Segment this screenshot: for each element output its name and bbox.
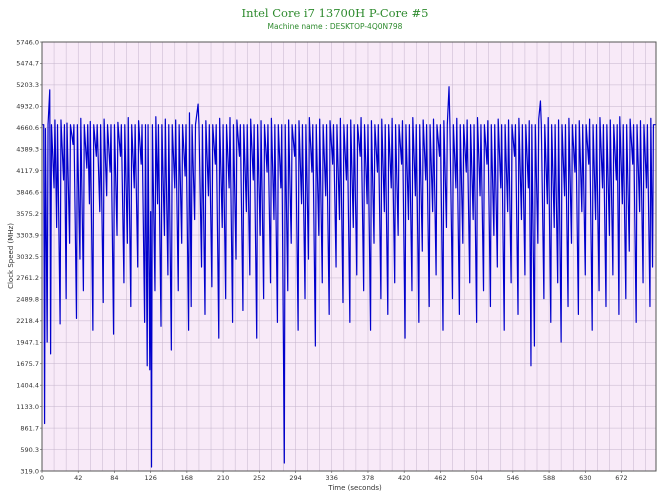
x-tick-label: 168	[181, 474, 193, 482]
y-tick-label: 2761.2	[16, 274, 39, 282]
x-tick-label: 252	[253, 474, 265, 482]
y-tick-label: 5474.7	[16, 60, 39, 68]
x-tick-label: 210	[217, 474, 229, 482]
chart-subtitle: Machine name : DESKTOP-4Q0N798	[268, 22, 403, 31]
y-tick-label: 4932.0	[16, 103, 39, 111]
y-tick-label: 861.7	[20, 424, 39, 432]
x-tick-label: 42	[74, 474, 82, 482]
chart-title: Intel Core i7 13700H P-Core #5	[242, 6, 429, 20]
y-tick-label: 2218.4	[16, 317, 39, 325]
y-tick-label: 4660.6	[16, 124, 39, 132]
y-tick-label: 1404.4	[16, 382, 39, 390]
y-tick-label: 1947.1	[16, 339, 39, 347]
y-tick-label: 319.0	[20, 467, 39, 475]
x-tick-label: 630	[579, 474, 591, 482]
x-tick-label: 378	[362, 474, 374, 482]
x-tick-label: 126	[144, 474, 156, 482]
y-tick-labels: 319.0 590.3 861.7 1133.0 1404.4 1675.7 1947.1 2…	[16, 38, 42, 475]
series-layer	[42, 86, 656, 468]
x-tick-labels: 0 42 84 126 168 210 252 294 336 378 420 462 504 546 58…	[40, 471, 628, 482]
x-tick-label: 672	[615, 474, 627, 482]
y-tick-label: 1675.7	[16, 360, 39, 368]
x-tick-label: 84	[110, 474, 118, 482]
x-axis-label: Time (seconds)	[327, 484, 382, 492]
y-tick-label: 4117.9	[16, 167, 39, 175]
y-tick-label: 1133.0	[16, 403, 39, 411]
y-tick-label: 3846.6	[16, 188, 39, 196]
y-tick-label: 2489.8	[16, 296, 39, 304]
x-tick-label: 462	[434, 474, 446, 482]
y-tick-label: 3303.9	[16, 231, 39, 239]
clock-speed-series-line	[42, 86, 656, 468]
y-tick-label: 5203.3	[16, 81, 39, 89]
y-tick-label: 3032.5	[16, 253, 39, 261]
y-tick-label: 4389.3	[16, 146, 39, 154]
x-tick-label: 0	[40, 474, 44, 482]
y-axis-label: Clock Speed (MHz)	[7, 223, 15, 289]
x-tick-label: 294	[289, 474, 301, 482]
x-tick-label: 504	[470, 474, 482, 482]
x-tick-label: 546	[507, 474, 519, 482]
y-tick-label: 5746.0	[16, 38, 39, 46]
x-tick-label: 336	[326, 474, 338, 482]
x-tick-label: 420	[398, 474, 410, 482]
x-tick-label: 588	[543, 474, 555, 482]
y-tick-label: 3575.2	[16, 210, 39, 218]
y-tick-label: 590.3	[20, 446, 39, 454]
